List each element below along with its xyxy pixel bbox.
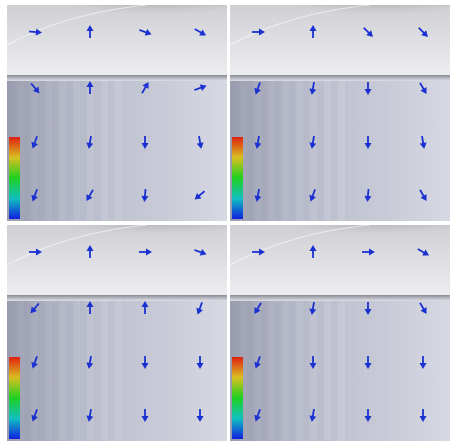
seam [7, 75, 227, 81]
color-bar [9, 137, 20, 219]
wall-facet [115, 300, 122, 441]
wall-facet [59, 80, 66, 221]
wall-facet [268, 300, 275, 441]
seam [7, 295, 227, 301]
render-panel [230, 0, 457, 221]
wall-facet [282, 300, 289, 441]
wall-facet [101, 80, 108, 221]
wall-facet [324, 300, 331, 441]
wall-facet [296, 80, 303, 221]
wall-facet [282, 80, 289, 221]
color-bar [232, 137, 243, 219]
wall-facet [115, 80, 122, 221]
wall-facet [101, 300, 108, 441]
wall-facet [338, 300, 345, 441]
seam [230, 75, 450, 81]
seam [230, 295, 450, 301]
wall-facet [45, 80, 52, 221]
visualization [0, 0, 457, 445]
wall-facet [296, 300, 303, 441]
wall-facet [73, 300, 80, 441]
color-bar [9, 357, 20, 439]
wall-facet [73, 80, 80, 221]
wall-facet [324, 80, 331, 221]
color-bar [232, 357, 243, 439]
wall-facet [338, 80, 345, 221]
wall-facet [268, 80, 275, 221]
wall-facet [59, 300, 66, 441]
wall-facet [45, 300, 52, 441]
